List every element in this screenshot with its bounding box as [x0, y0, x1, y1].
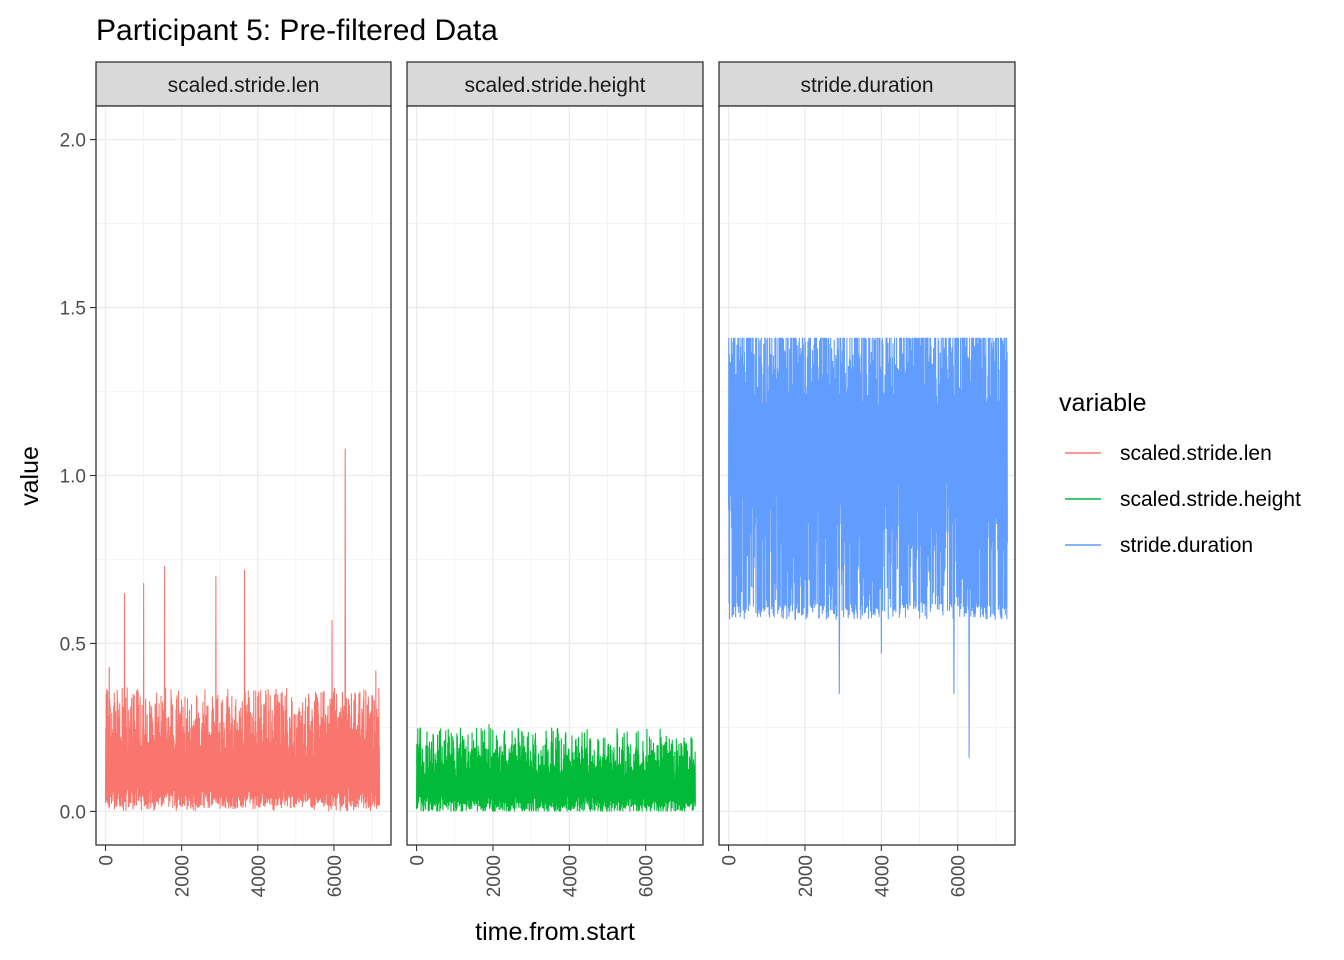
y-tick-label: 1.5	[60, 299, 86, 320]
panel-border	[406, 105, 704, 846]
facet-strip	[718, 61, 1016, 107]
legend-title: variable	[1059, 389, 1147, 417]
legend-entry-label: scaled.stride.height	[1120, 488, 1301, 511]
series-line	[728, 337, 1008, 758]
x-tick-label: 6000	[949, 855, 970, 897]
y-axis: 0.0 0.5 1.0 1.5 2.0	[60, 131, 96, 823]
panel-border	[718, 105, 1016, 846]
facet-scaled-stride-len: scaled.stride.len 0 2000 4000 6000	[95, 61, 392, 897]
x-tick-label: 6000	[325, 855, 346, 897]
x-axis-title: time.from.start	[475, 918, 635, 946]
facet-strip-label: scaled.stride.len	[168, 74, 320, 97]
y-tick-label: 0.5	[60, 634, 86, 655]
facet-strip-label: stride.duration	[800, 74, 933, 97]
chart-title: Participant 5: Pre-filtered Data	[96, 14, 498, 47]
x-tick-label: 2000	[484, 855, 505, 897]
facet-scaled-stride-height: scaled.stride.height 0 2000 4000 6000	[406, 61, 704, 897]
x-tick-label: 4000	[560, 855, 581, 897]
facet-strip-label: scaled.stride.height	[465, 74, 646, 97]
x-tick-label: 4000	[872, 855, 893, 897]
x-tick-label: 6000	[637, 855, 658, 897]
facet-stride-duration: stride.duration 0 2000 4000 6000	[718, 61, 1016, 897]
x-tick-label: 2000	[173, 855, 194, 897]
series-line	[104, 448, 381, 812]
facet-strip	[95, 61, 392, 107]
series-line	[416, 724, 696, 812]
x-tick-label: 4000	[249, 855, 270, 897]
x-tick-label: 0	[97, 855, 118, 866]
x-tick-label: 0	[720, 855, 741, 866]
legend-entry-label: stride.duration	[1120, 534, 1253, 557]
legend: variable scaled.stride.len scaled.stride.…	[1059, 389, 1301, 557]
facet-strip	[406, 61, 704, 107]
x-tick-label: 0	[408, 855, 429, 866]
y-axis-title: value	[16, 446, 44, 506]
x-tick-label: 2000	[796, 855, 817, 897]
y-tick-label: 1.0	[60, 467, 86, 488]
legend-entry-label: scaled.stride.len	[1120, 442, 1272, 465]
y-tick-label: 0.0	[60, 802, 86, 823]
y-tick-label: 2.0	[60, 131, 86, 152]
